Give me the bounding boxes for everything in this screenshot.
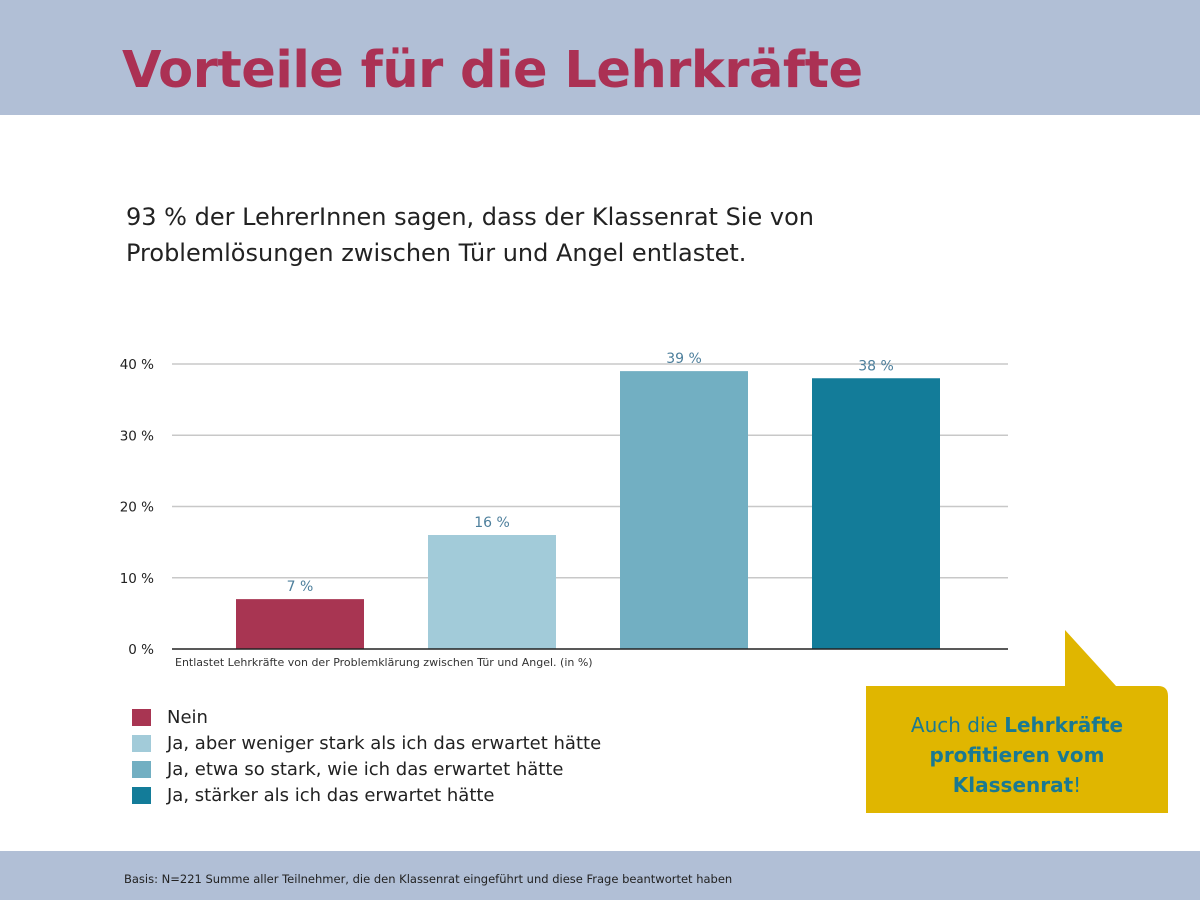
legend-label: Ja, stärker als ich das erwartet hätte <box>167 784 495 806</box>
legend-swatch <box>132 760 151 778</box>
legend-label: Nein <box>167 706 208 728</box>
chart-legend: Nein Ja, aber weniger stark als ich das … <box>132 704 601 808</box>
bar-chart: 0 % 10 % 20 % 30 % 40 % 7 % 16 % 39 % 38 % Entlas… <box>120 351 1008 669</box>
legend-swatch <box>132 708 151 726</box>
y-tick-label: 10 % <box>120 571 154 587</box>
bar <box>812 378 940 649</box>
footer-band <box>0 851 1200 900</box>
data-label: 39 % <box>666 351 702 367</box>
legend-label: Ja, etwa so stark, wie ich das erwartet … <box>167 758 564 780</box>
data-label: 7 % <box>287 579 314 595</box>
y-tick-label: 40 % <box>120 357 154 373</box>
data-label: 38 % <box>858 358 894 374</box>
callout-bold3: Klassenrat <box>952 773 1074 797</box>
callout-bold1: Lehrkräfte <box>1004 713 1124 737</box>
bar <box>236 599 364 649</box>
subtitle-line-1: 93 % der LehrerInnen sagen, dass der Kla… <box>126 203 814 231</box>
callout-part1: Auch die <box>910 713 1005 737</box>
callout-end: ! <box>1073 773 1082 797</box>
data-label: 16 % <box>474 515 510 531</box>
page-title: Vorteile für die Lehrkräfte <box>122 41 863 100</box>
legend-item: Ja, stärker als ich das erwartet hätte <box>132 782 601 808</box>
speech-bubble <box>866 630 1168 813</box>
footnote: Basis: N=221 Summe aller Teilnehmer, die… <box>124 872 733 886</box>
legend-swatch <box>132 786 151 804</box>
legend-item: Ja, etwa so stark, wie ich das erwartet … <box>132 756 601 782</box>
y-tick-label: 0 % <box>128 642 154 658</box>
legend-label: Ja, aber weniger stark als ich das erwar… <box>167 732 602 754</box>
legend-item: Nein <box>132 704 601 730</box>
y-tick-label: 30 % <box>120 428 154 444</box>
legend-item: Ja, aber weniger stark als ich das erwar… <box>132 730 601 756</box>
bar <box>428 535 556 649</box>
bar <box>620 371 748 649</box>
x-axis-label: Entlastet Lehrkräfte von der Problemklär… <box>175 656 593 669</box>
legend-swatch <box>132 734 151 752</box>
y-tick-label: 20 % <box>120 500 154 516</box>
chart-subtitle: 93 % der LehrerInnen sagen, dass der Kla… <box>126 199 886 271</box>
header-band <box>0 0 1200 115</box>
subtitle-line-2: Problemlösungen zwischen Tür und Angel e… <box>126 239 747 267</box>
callout-bold2: profitieren vom <box>929 743 1105 767</box>
callout-text: Auch die Lehrkräfte profitieren vom Klasse… <box>866 710 1168 800</box>
